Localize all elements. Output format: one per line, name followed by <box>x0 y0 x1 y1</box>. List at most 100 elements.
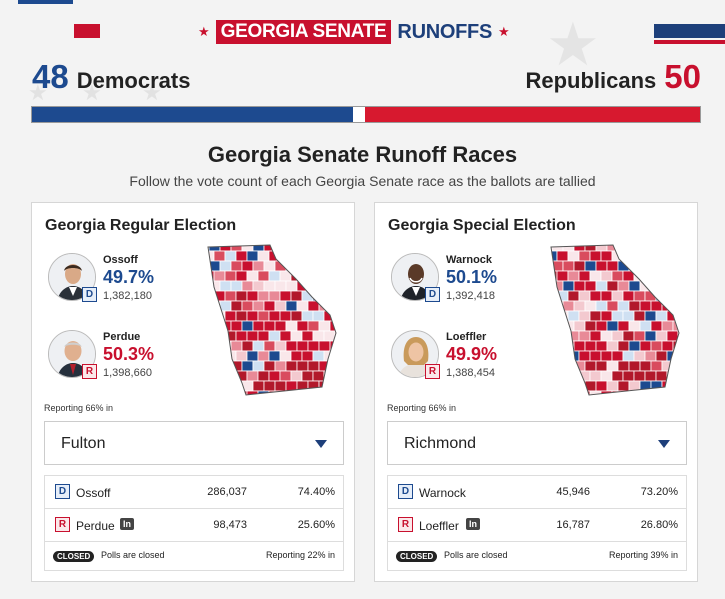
county-shape[interactable] <box>257 370 270 382</box>
county-shape[interactable] <box>204 390 215 401</box>
county-shape[interactable] <box>263 360 276 372</box>
county-shape[interactable] <box>341 241 346 251</box>
county-shape[interactable] <box>639 320 652 332</box>
county-shape[interactable] <box>213 270 226 282</box>
county-shape[interactable] <box>677 370 689 382</box>
county-shape[interactable] <box>595 260 608 272</box>
county-shape[interactable] <box>606 320 619 332</box>
county-shape[interactable] <box>252 340 265 352</box>
county-shape[interactable] <box>567 350 580 362</box>
county-shape[interactable] <box>589 390 602 401</box>
county-shape[interactable] <box>556 270 569 282</box>
county-shape[interactable] <box>584 340 597 352</box>
county-shape[interactable] <box>204 330 215 342</box>
county-shape[interactable] <box>307 241 320 252</box>
county-shape[interactable] <box>684 301 689 311</box>
county-shape[interactable] <box>341 301 346 311</box>
county-shape[interactable] <box>257 270 270 282</box>
county-shape[interactable] <box>578 310 591 322</box>
county-shape[interactable] <box>672 280 684 292</box>
county-shape[interactable] <box>633 370 646 382</box>
county-shape[interactable] <box>567 370 580 382</box>
county-shape[interactable] <box>606 241 619 252</box>
county-shape[interactable] <box>230 320 243 332</box>
county-shape[interactable] <box>213 370 226 382</box>
county-shape[interactable] <box>600 310 613 322</box>
county-shape[interactable] <box>279 250 292 262</box>
county-shape[interactable] <box>285 340 298 352</box>
county-shape[interactable] <box>600 370 613 382</box>
county-shape[interactable] <box>290 310 303 322</box>
county-shape[interactable] <box>246 250 259 262</box>
county-shape[interactable] <box>204 350 215 362</box>
county-shape[interactable] <box>341 361 346 371</box>
county-shape[interactable] <box>639 360 652 372</box>
county-shape[interactable] <box>246 290 259 302</box>
county-shape[interactable] <box>644 270 657 282</box>
county-shape[interactable] <box>547 380 553 392</box>
county-shape[interactable] <box>547 300 553 312</box>
county-shape[interactable] <box>622 370 635 382</box>
county-shape[interactable] <box>595 360 608 372</box>
county-shape[interactable] <box>547 340 553 352</box>
county-shape[interactable] <box>547 350 558 362</box>
county-shape[interactable] <box>633 350 646 362</box>
county-shape[interactable] <box>639 241 652 252</box>
county-shape[interactable] <box>224 350 237 362</box>
county-shape[interactable] <box>329 380 341 392</box>
county-shape[interactable] <box>329 280 341 292</box>
county-shape[interactable] <box>617 340 630 352</box>
county-shape[interactable] <box>257 350 270 362</box>
county-shape[interactable] <box>584 260 597 272</box>
county-shape[interactable] <box>562 280 575 292</box>
county-shape[interactable] <box>246 350 259 362</box>
county-shape[interactable] <box>246 330 259 342</box>
county-shape[interactable] <box>307 320 320 332</box>
county-shape[interactable] <box>279 310 292 322</box>
county-shape[interactable] <box>263 340 276 352</box>
county-shape[interactable] <box>655 350 668 362</box>
county-shape[interactable] <box>312 370 325 382</box>
county-shape[interactable] <box>307 260 320 272</box>
county-shape[interactable] <box>296 241 309 252</box>
county-shape[interactable] <box>628 260 641 272</box>
county-shape[interactable] <box>235 250 248 262</box>
county-shape[interactable] <box>329 260 341 272</box>
county-shape[interactable] <box>573 380 586 392</box>
county-shape[interactable] <box>252 300 265 312</box>
county-shape[interactable] <box>235 310 248 322</box>
county-shape[interactable] <box>204 290 215 302</box>
county-shape[interactable] <box>617 320 630 332</box>
county-shape[interactable] <box>584 280 597 292</box>
county-shape[interactable] <box>595 320 608 332</box>
county-shape[interactable] <box>274 280 287 292</box>
county-shape[interactable] <box>547 260 553 272</box>
county-shape[interactable] <box>224 250 237 262</box>
county-shape[interactable] <box>241 340 254 352</box>
county-shape[interactable] <box>263 280 276 292</box>
county-shape[interactable] <box>318 241 331 252</box>
county-shape[interactable] <box>219 360 232 372</box>
county-shape[interactable] <box>606 360 619 372</box>
county-shape[interactable] <box>301 350 314 362</box>
county-shape[interactable] <box>323 270 336 282</box>
county-shape[interactable] <box>644 350 657 362</box>
county-shape[interactable] <box>655 330 668 342</box>
county-shape[interactable] <box>329 320 341 332</box>
county-shape[interactable] <box>204 380 210 392</box>
county-shape[interactable] <box>274 360 287 372</box>
county-shape[interactable] <box>252 280 265 292</box>
county-shape[interactable] <box>633 250 646 262</box>
county-shape[interactable] <box>263 241 276 252</box>
county-shape[interactable] <box>589 310 602 322</box>
county-shape[interactable] <box>296 360 309 372</box>
county-shape[interactable] <box>296 260 309 272</box>
county-shape[interactable] <box>655 390 668 401</box>
county-shape[interactable] <box>684 341 689 351</box>
county-shape[interactable] <box>268 350 281 362</box>
county-shape[interactable] <box>274 320 287 332</box>
county-shape[interactable] <box>268 270 281 282</box>
county-shape[interactable] <box>208 241 221 252</box>
county-shape[interactable] <box>296 320 309 332</box>
county-shape[interactable] <box>672 300 684 312</box>
